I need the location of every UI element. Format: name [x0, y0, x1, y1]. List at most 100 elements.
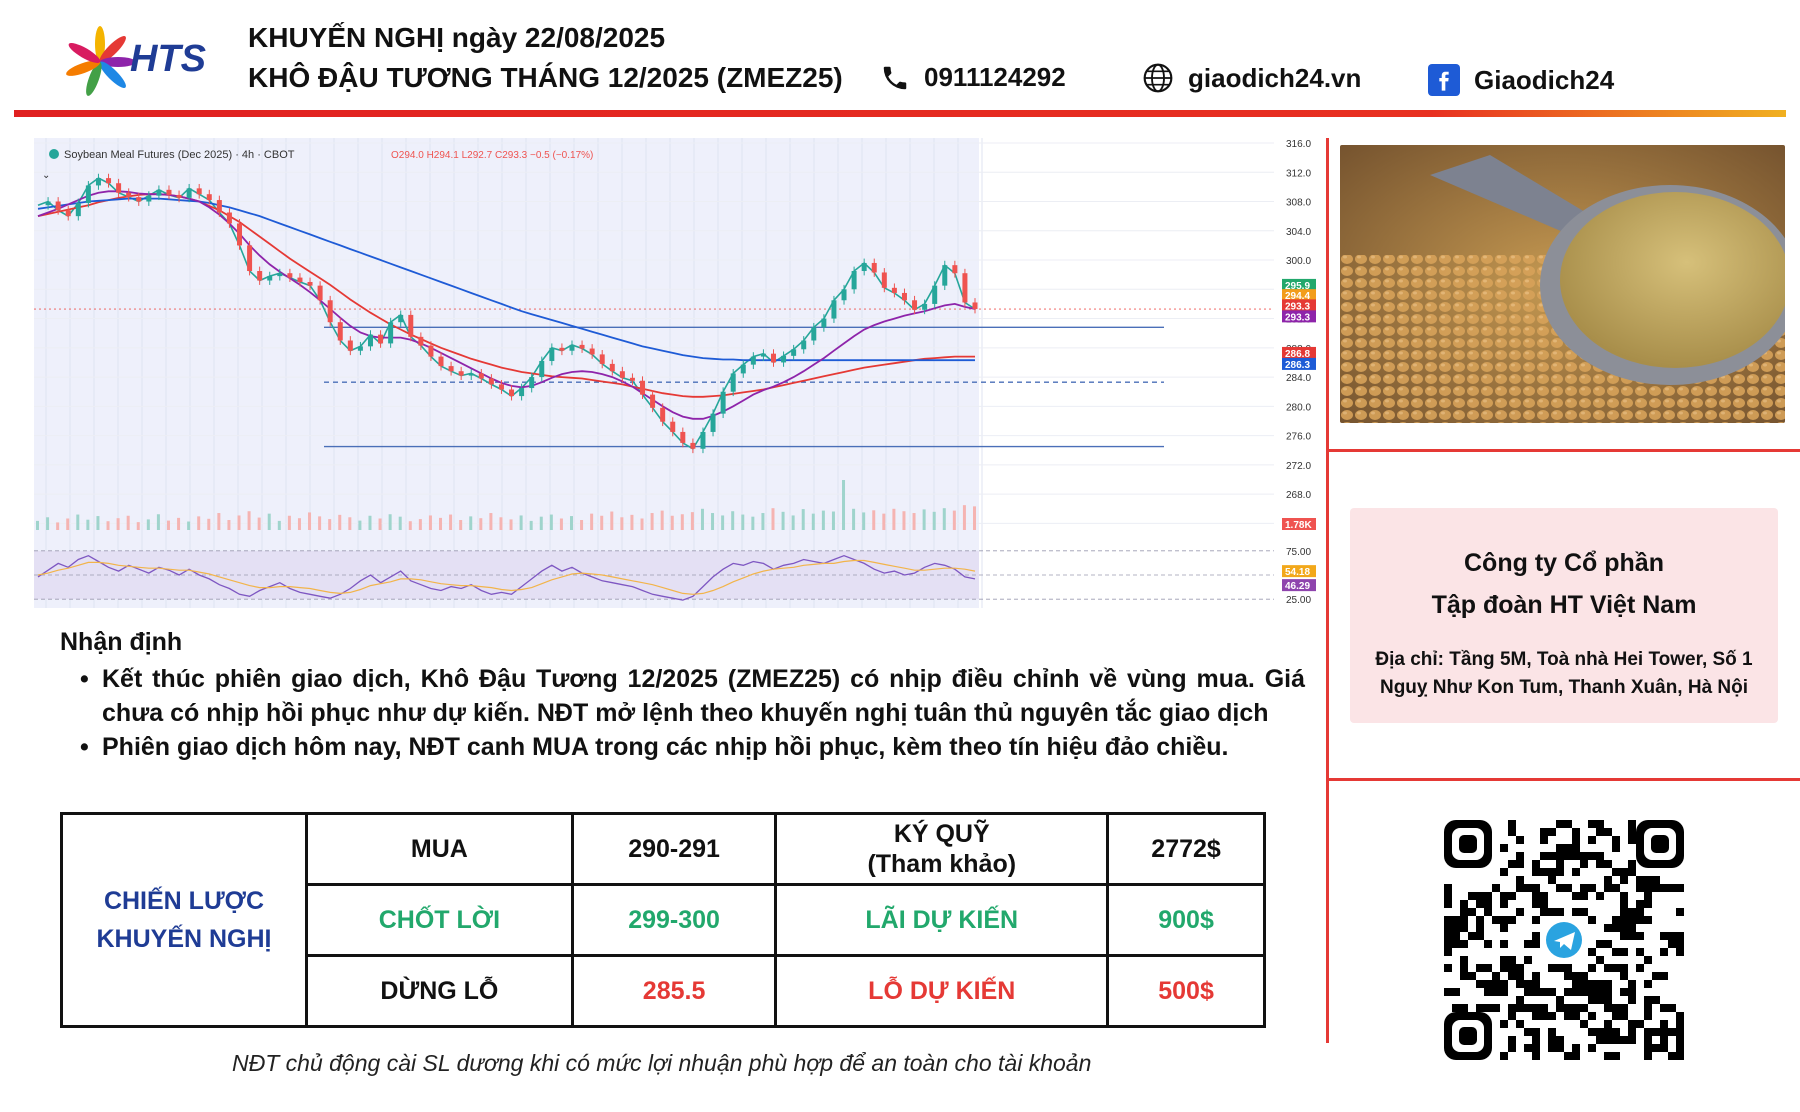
qr-module [1532, 1036, 1540, 1044]
qr-module [1612, 948, 1620, 956]
qr-module [1636, 916, 1644, 924]
qr-module [1652, 876, 1660, 884]
candle-body [65, 210, 71, 217]
qr-module [1676, 1044, 1684, 1052]
series-line-ma50 [37, 197, 975, 362]
qr-module [1644, 916, 1652, 924]
collapse-chevron-icon[interactable]: ⌄ [42, 170, 50, 181]
phone-contact[interactable]: 0911124292 [880, 62, 1066, 93]
volume-bar [872, 510, 876, 530]
qr-module [1636, 1020, 1644, 1028]
qr-module [1556, 996, 1564, 1004]
qr-module [1484, 988, 1492, 996]
candle-body [629, 377, 635, 381]
qr-module [1588, 988, 1596, 996]
volume-bar [96, 516, 100, 530]
qr-module [1540, 868, 1548, 876]
qr-module [1596, 852, 1604, 860]
qr-module [1500, 956, 1508, 964]
candle-body [579, 344, 585, 349]
qr-module [1444, 924, 1452, 932]
candle-body [700, 431, 706, 449]
qr-module [1580, 908, 1588, 916]
qr-module [1484, 964, 1492, 972]
qr-module [1508, 1012, 1516, 1020]
qr-module [1492, 916, 1500, 924]
qr-module [1660, 948, 1668, 956]
price-tag-label: 293.3 [1285, 301, 1310, 312]
qr-module [1644, 900, 1652, 908]
qr-module [1516, 860, 1524, 868]
candle-body [277, 273, 283, 277]
qr-module [1660, 972, 1668, 980]
candle-body [529, 377, 535, 389]
qr-module [1516, 1004, 1524, 1012]
qr-module [1532, 884, 1540, 892]
qr-module [1508, 860, 1516, 868]
soybean-meal-photo [1340, 145, 1785, 423]
website-contact[interactable]: giaodich24.vn [1142, 62, 1361, 94]
candle-body [680, 431, 686, 443]
volume-bar [459, 520, 463, 530]
qr-module [1652, 884, 1660, 892]
qr-module [1444, 932, 1452, 940]
price-tag-label: 286.8 [1285, 349, 1310, 360]
candle-body [106, 178, 112, 184]
qr-module [1572, 836, 1580, 844]
candle-body [851, 271, 857, 290]
qr-module [1620, 972, 1628, 980]
qr-module [1588, 884, 1596, 892]
qr-module [1444, 884, 1452, 892]
price-tick-label: 276.0 [1286, 432, 1311, 443]
candle-body [670, 421, 676, 432]
candle-body [599, 354, 605, 364]
facebook-contact[interactable]: Giaodich24 [1428, 64, 1614, 96]
volume-bar [308, 512, 312, 530]
qr-module [1580, 852, 1588, 860]
qr-module [1628, 820, 1636, 828]
volume-bar [197, 516, 201, 530]
right-divider-2 [1328, 778, 1800, 781]
telegram-qr-code[interactable] [1444, 820, 1684, 1060]
qr-code-image [1444, 820, 1684, 1060]
volume-bar [821, 510, 825, 530]
volume-bar [731, 511, 735, 530]
volume-bar [771, 508, 775, 530]
qr-module [1572, 988, 1580, 996]
company-name-line1: Công ty Cổ phần [1464, 549, 1664, 577]
qr-module [1580, 980, 1588, 988]
qr-module [1644, 1012, 1652, 1020]
qr-module [1548, 876, 1556, 884]
qr-module [1564, 964, 1572, 972]
price-tag [1282, 299, 1316, 312]
candle-body [85, 185, 91, 203]
volume-bar [368, 515, 372, 530]
candle-body [45, 201, 51, 206]
margin-label: KÝ QUỸ [893, 820, 990, 848]
qr-module [1524, 1044, 1532, 1052]
volume-bar [36, 520, 39, 530]
qr-module [1572, 828, 1580, 836]
candle-body [247, 245, 253, 272]
volume-bar [922, 509, 926, 530]
strategy-label-cell: CHIẾN LƯỢC KHUYẾN NGHỊ [60, 812, 308, 1028]
qr-module [1564, 988, 1572, 996]
qr-module [1612, 1028, 1620, 1036]
candle-body [257, 271, 263, 281]
qr-module [1676, 948, 1684, 956]
qr-module [1540, 908, 1548, 916]
facebook-icon [1428, 64, 1460, 96]
header-divider [14, 110, 1786, 117]
qr-module [1596, 820, 1604, 828]
qr-module [1612, 836, 1620, 844]
volume-bar [811, 513, 815, 530]
qr-module [1556, 844, 1564, 852]
volume-bar [559, 518, 563, 530]
candle-body [206, 194, 212, 201]
qr-module [1596, 1028, 1604, 1036]
candle-body [569, 344, 575, 351]
volume-bar [287, 515, 291, 530]
qr-module [1572, 1004, 1580, 1012]
ohlc-label: O294.0 H294.1 L292.7 C293.3 −0.5 (−0.17%… [391, 150, 593, 161]
volume-bar [408, 521, 412, 530]
